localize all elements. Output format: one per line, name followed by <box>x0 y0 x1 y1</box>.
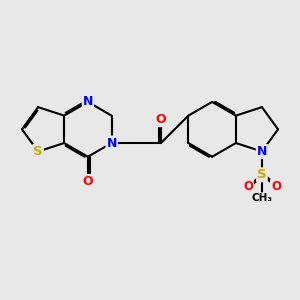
Text: N: N <box>257 145 267 158</box>
Text: O: O <box>82 175 93 188</box>
Text: O: O <box>271 180 281 193</box>
Text: O: O <box>243 180 253 193</box>
Text: S: S <box>257 168 267 181</box>
Text: N: N <box>83 95 93 108</box>
Text: N: N <box>106 136 117 149</box>
Text: S: S <box>33 145 43 158</box>
Text: O: O <box>156 113 166 126</box>
Text: CH₃: CH₃ <box>251 193 272 203</box>
